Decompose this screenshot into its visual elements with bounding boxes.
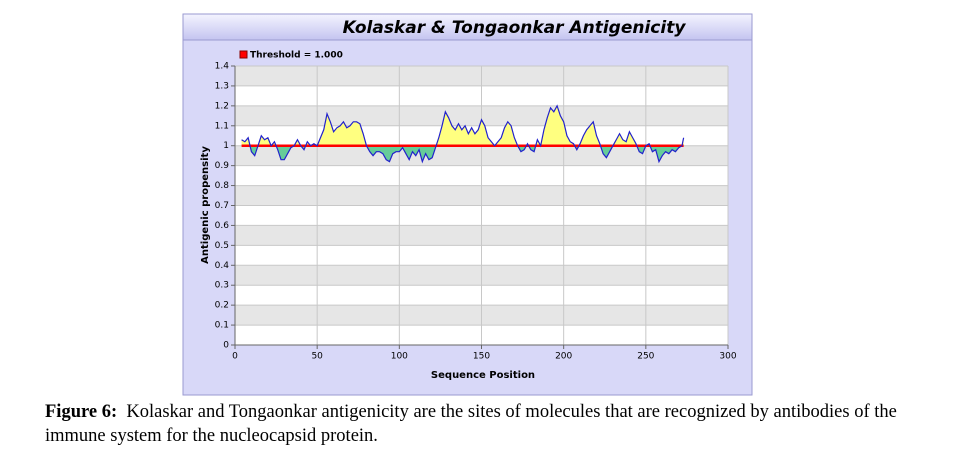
y-tick-label: 0.9 xyxy=(215,161,230,171)
y-tick-label: 1.3 xyxy=(215,81,229,91)
y-tick-label: 0.3 xyxy=(215,281,229,291)
x-tick-label: 0 xyxy=(232,352,238,362)
x-tick-label: 200 xyxy=(555,352,572,362)
y-tick-label: 0.7 xyxy=(215,201,229,211)
y-axis-label: Antigenic propensity xyxy=(200,146,211,264)
legend-swatch xyxy=(239,50,248,59)
area-below xyxy=(250,145,682,162)
y-tick-label: 0.6 xyxy=(215,221,230,231)
x-tick-label: 100 xyxy=(391,352,408,362)
caption-label: Figure 6: xyxy=(45,402,118,422)
x-tick-label: 150 xyxy=(473,352,490,362)
y-tick-label: 1.4 xyxy=(215,62,230,72)
caption-text: Kolaskar and Tongaonkar antigenicity are… xyxy=(45,402,897,446)
y-tick-label: 1 xyxy=(223,141,229,151)
y-tick-label: 1.2 xyxy=(215,101,229,111)
title-bar xyxy=(182,13,753,41)
chart: Kolaskar & Tongaonkar Antigenicity 0 0.1 0… xyxy=(182,13,753,396)
legend-label: Threshold = 1.000 xyxy=(250,51,343,61)
y-tick-label: 1.1 xyxy=(215,121,229,131)
x-tick-label: 50 xyxy=(311,352,323,362)
y-tick-label: 0 xyxy=(223,341,229,351)
y-tick-label: 0.1 xyxy=(215,321,229,331)
x-tick-label: 250 xyxy=(637,352,654,362)
y-tick-label: 0.5 xyxy=(215,241,229,251)
caption: Figure 6: Kolaskar and Tongaonkar antige… xyxy=(45,400,945,448)
x-axis-label: Sequence Position xyxy=(431,370,535,381)
y-tick-label: 0.8 xyxy=(215,181,230,191)
area-above xyxy=(241,105,684,146)
y-tick-label: 0.4 xyxy=(215,261,230,271)
line xyxy=(241,104,685,164)
chart-title: Kolaskar & Tongaonkar Antigenicity xyxy=(343,18,687,38)
x-tick-label: 300 xyxy=(719,352,736,362)
y-tick-label: 0.2 xyxy=(215,301,229,311)
